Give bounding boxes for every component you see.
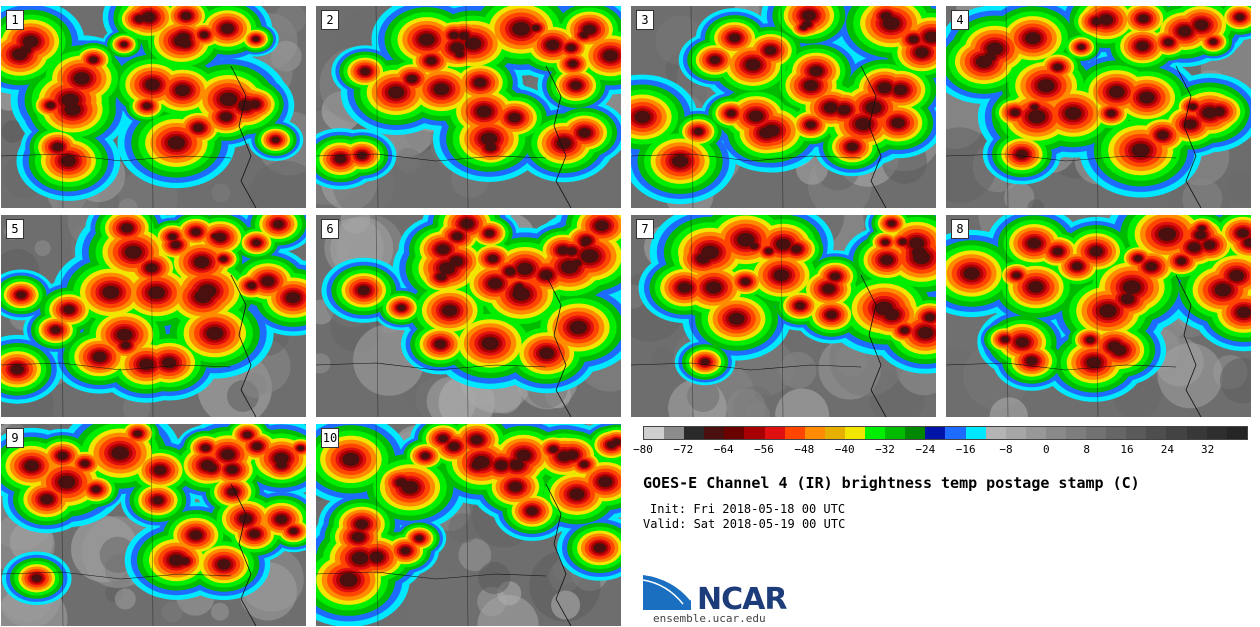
ensemble-member-panel: 10 [316, 424, 621, 626]
colorbar-swatch [1065, 427, 1087, 439]
colorbar-tick-label: −80 [633, 443, 653, 456]
colorbar-swatch [925, 427, 946, 439]
ensemble-member-panel: 5 [1, 215, 306, 417]
colorbar-tick-label: −32 [875, 443, 895, 456]
colorbar-swatch [965, 427, 986, 439]
colorbar-swatch [885, 427, 906, 439]
ensemble-member-panel: 9 [1, 424, 306, 626]
colorbar-swatch [824, 427, 845, 439]
panel-number-label: 7 [636, 219, 654, 239]
ensemble-member-panel: 8 [946, 215, 1251, 417]
panel-number-label: 3 [636, 10, 654, 30]
website-url: ensemble.ucar.edu [653, 612, 766, 625]
colorbar-tick-label: 16 [1120, 443, 1134, 456]
colorbar-tick-label: −72 [673, 443, 694, 456]
panel-number-label: 9 [6, 428, 24, 448]
colorbar-tick-label: 0 [1043, 443, 1050, 456]
colorbar-swatch [865, 427, 886, 439]
temperature-colorbar [643, 426, 1248, 440]
colorbar-tick-label: −16 [955, 443, 976, 456]
colorbar-tick-label: 24 [1160, 443, 1174, 456]
colorbar-swatch [1146, 427, 1167, 439]
colorbar-tick-label: −56 [754, 443, 774, 456]
colorbar-tick-label: −8 [999, 443, 1013, 456]
ensemble-member-panel: 6 [316, 215, 621, 417]
colorbar-swatch [945, 427, 966, 439]
colorbar-swatch [684, 427, 705, 439]
ncar-logo-text: NCAR [697, 582, 787, 617]
panel-number-label: 2 [321, 10, 339, 30]
panel-number-label: 10 [321, 428, 339, 448]
colorbar-tick-label: 32 [1201, 443, 1215, 456]
colorbar-swatch [1166, 427, 1187, 439]
panel-number-label: 1 [6, 10, 24, 30]
colorbar-swatch [1005, 427, 1026, 439]
ncar-logo-icon [643, 573, 692, 610]
colorbar-tick-label: −48 [794, 443, 815, 456]
colorbar-swatch [804, 427, 825, 439]
colorbar-swatch [1025, 427, 1046, 439]
colorbar-swatch [744, 427, 765, 439]
colorbar-swatch [1206, 427, 1227, 439]
colorbar-tick-label: −24 [915, 443, 936, 456]
figure-title: GOES-E Channel 4 (IR) brightness temp po… [643, 474, 1140, 492]
colorbar-swatch [664, 427, 685, 439]
ensemble-member-panel: 3 [631, 6, 936, 208]
colorbar-swatch [1045, 427, 1066, 439]
colorbar-tick-label: −40 [834, 443, 855, 456]
ensemble-member-panel: 7 [631, 215, 936, 417]
init-time: Init: Fri 2018-05-18 00 UTC [650, 502, 846, 516]
panel-number-label: 5 [6, 219, 24, 239]
colorbar-swatch [844, 427, 866, 439]
ensemble-member-panel: 2 [316, 6, 621, 208]
colorbar-swatch [724, 427, 745, 439]
valid-time: Valid: Sat 2018-05-19 00 UTC [643, 517, 846, 531]
panel-number-label: 8 [951, 219, 969, 239]
colorbar-swatch [1226, 427, 1247, 439]
colorbar-swatch [704, 427, 725, 439]
panel-number-label: 6 [321, 219, 339, 239]
colorbar-swatch [1106, 427, 1127, 439]
colorbar-tick-label: −64 [713, 443, 734, 456]
ensemble-member-panel: 1 [1, 6, 306, 208]
colorbar-tick-labels: −80 −72 −64 −56 −48 −40 −32 −24 −16 −8 0 8 16 24 32 [633, 443, 1248, 459]
colorbar-swatch [985, 427, 1006, 439]
colorbar-swatch [784, 427, 805, 439]
ensemble-member-panel: 4 [946, 6, 1251, 208]
colorbar-swatch [644, 427, 665, 439]
colorbar-swatch [1126, 427, 1147, 439]
colorbar-swatch [1186, 427, 1207, 439]
colorbar-swatch [905, 427, 926, 439]
colorbar-swatch [1086, 427, 1107, 439]
colorbar-tick-label: 8 [1083, 443, 1090, 456]
panel-number-label: 4 [951, 10, 969, 30]
colorbar-swatch [764, 427, 785, 439]
